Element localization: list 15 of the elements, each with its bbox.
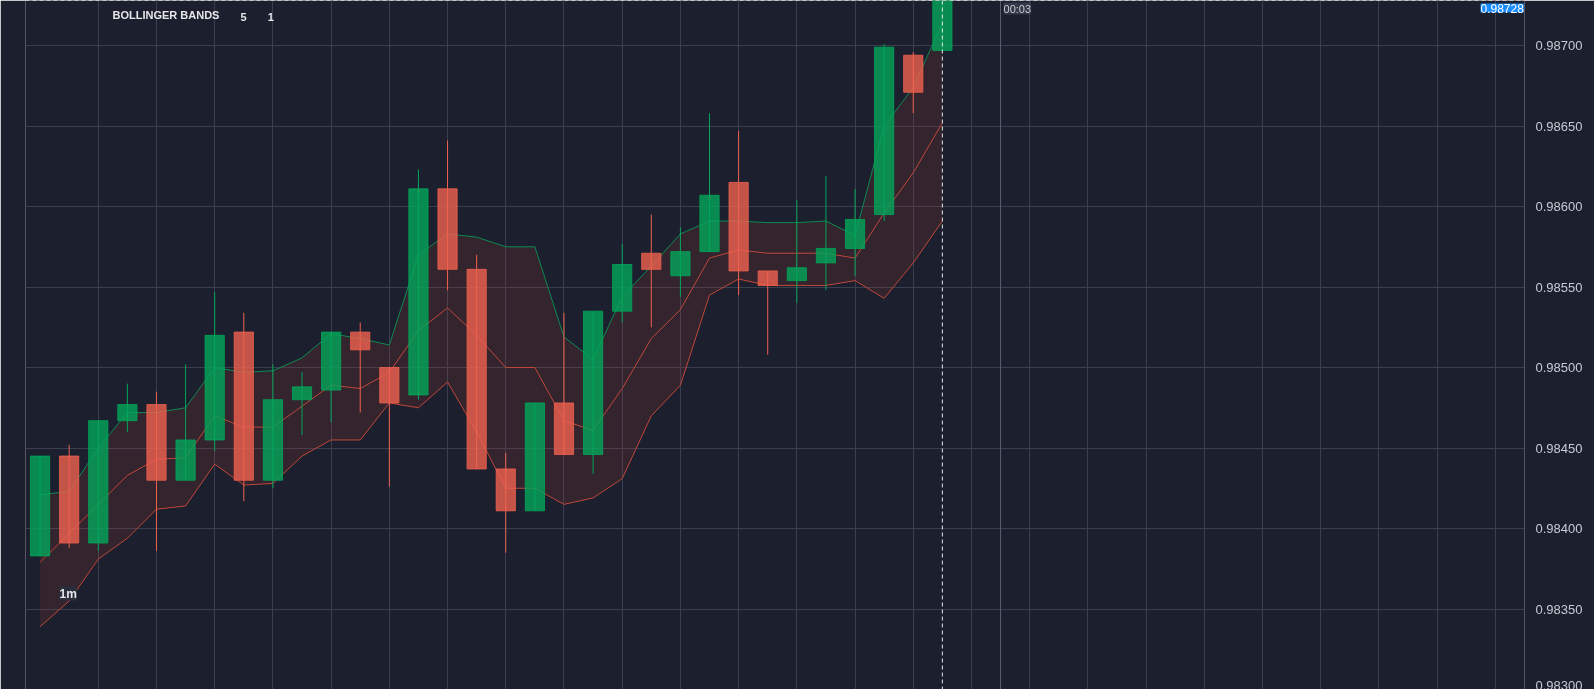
y-tick-label: 0.98350 [1535,601,1583,617]
y-tick-label: 0.98600 [1535,199,1583,215]
y-tick-label: 0.98550 [1535,279,1583,295]
annotation: 1 [267,10,274,23]
y-tick-label: 0.98400 [1535,521,1583,537]
annotation: BOLLINGER BANDS [112,8,220,21]
y-tick-label: 0.98450 [1535,440,1583,456]
y-tick-label: 0.98300 [1535,677,1583,689]
annotation: 5 [240,10,247,23]
y-tick-label: 0.98500 [1535,360,1583,376]
ref-line-label: 0.98728 [1480,1,1525,16]
text: 00:03 [1003,2,1032,15]
y-tick-label: 0.98700 [1535,38,1583,54]
y-tick-label: 0.98650 [1535,118,1583,134]
annotation: 1m [59,586,77,601]
